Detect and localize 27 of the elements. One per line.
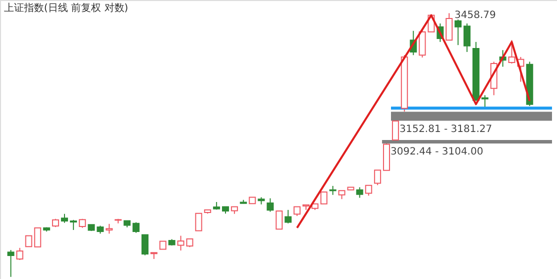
band-label: 3152.81 - 3181.27 <box>399 124 492 135</box>
annotation: 3458.79 <box>454 10 496 22</box>
candlestick <box>464 22 471 52</box>
candlestick <box>481 94 488 109</box>
candlestick <box>34 227 42 248</box>
candlestick <box>454 19 462 46</box>
candlestick <box>508 40 516 64</box>
candlestick <box>7 249 14 278</box>
candlestick <box>374 170 382 186</box>
candlestick <box>365 184 372 196</box>
candlestick <box>276 210 283 230</box>
candlestick <box>70 219 77 230</box>
candlestick <box>106 223 113 234</box>
candlestick <box>320 191 328 204</box>
candlestick <box>25 235 32 248</box>
candlestick <box>294 206 301 216</box>
band-label: 3092.44 - 3104.00 <box>390 146 484 158</box>
candlestick <box>195 212 202 232</box>
candlestick <box>132 222 140 234</box>
candlestick <box>141 234 148 256</box>
candlestick <box>266 198 274 212</box>
candlestick <box>392 120 399 141</box>
candlestick <box>16 247 24 261</box>
candlestick <box>446 12 453 41</box>
chart-title: 上证指数(日线 前复权 对数) <box>4 2 128 14</box>
candlestick <box>356 186 364 198</box>
candlestick <box>284 209 292 224</box>
